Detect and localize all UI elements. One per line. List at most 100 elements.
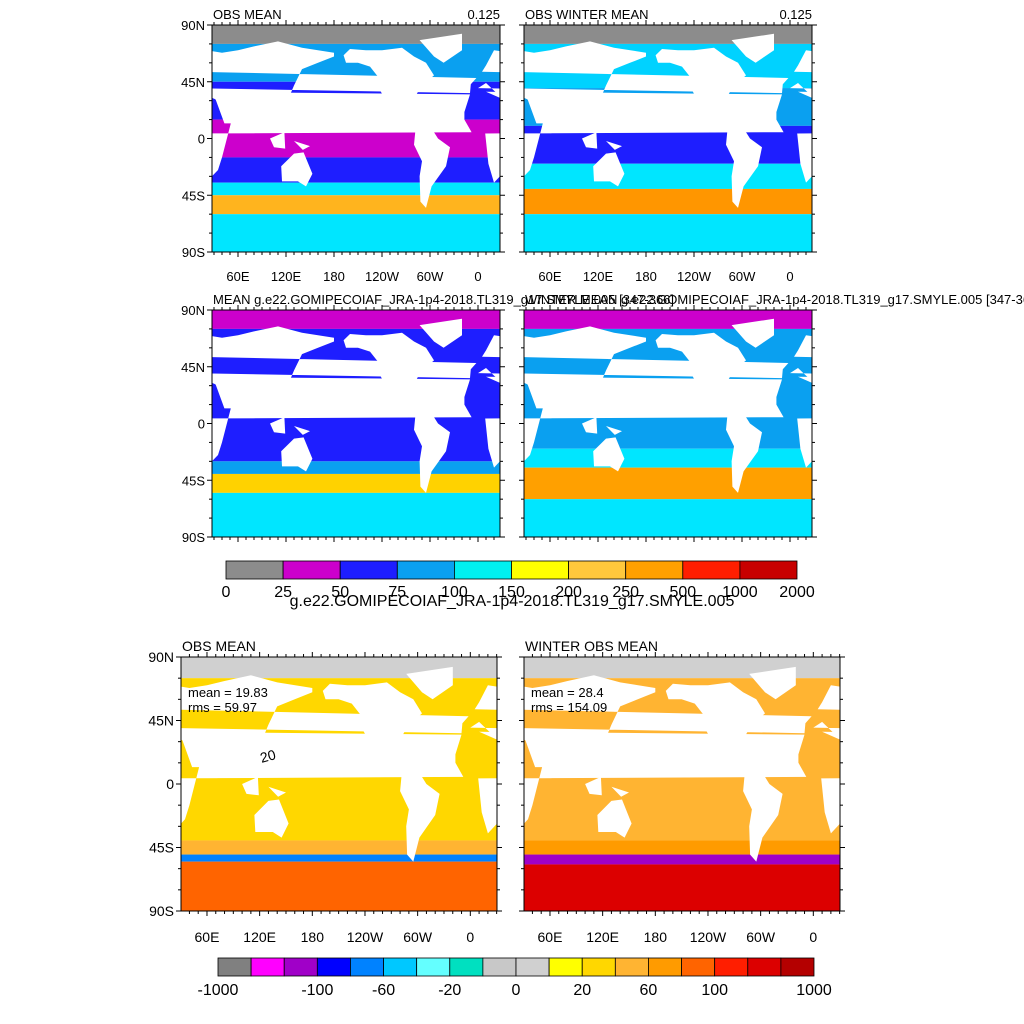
colorbar-box xyxy=(548,957,583,977)
field-band xyxy=(212,182,500,196)
colorbar-box xyxy=(614,957,649,977)
land xyxy=(790,335,812,382)
land xyxy=(343,47,434,129)
land xyxy=(414,125,450,208)
land xyxy=(270,417,286,434)
land xyxy=(478,50,500,97)
colorbar-box xyxy=(449,957,484,977)
colorbar-label: -1000 xyxy=(198,982,239,999)
land xyxy=(470,685,497,739)
lon-label: 60W xyxy=(403,929,433,945)
lon-label: 0 xyxy=(809,929,817,945)
colorbar-label: 150 xyxy=(498,584,525,601)
land xyxy=(132,319,174,348)
colorbar-label: 1000 xyxy=(796,982,832,999)
land xyxy=(1014,411,1024,493)
land xyxy=(212,91,472,177)
lat-label: 90N xyxy=(181,18,205,33)
field-band xyxy=(212,214,500,252)
land xyxy=(281,152,313,187)
lat-label: 90N xyxy=(181,303,205,318)
land xyxy=(731,33,774,63)
colorbar-label: 50 xyxy=(331,584,349,601)
land xyxy=(982,682,1024,772)
land xyxy=(593,437,625,472)
colorbar-label: 20 xyxy=(573,982,591,999)
land xyxy=(726,125,762,208)
lat-label: 0 xyxy=(198,417,205,432)
field-band xyxy=(524,840,840,855)
lat-label: 45S xyxy=(149,840,174,856)
land xyxy=(343,332,434,414)
land xyxy=(0,437,24,471)
land xyxy=(606,141,622,150)
land xyxy=(414,410,450,493)
colorbar-box xyxy=(581,957,616,977)
panel-title: OBS WINTER MEAN xyxy=(525,7,649,22)
land xyxy=(400,769,440,862)
land xyxy=(478,335,500,382)
lon-label: 120E xyxy=(586,929,619,945)
land xyxy=(881,437,912,471)
field-band xyxy=(212,492,500,537)
lon-label: 60W xyxy=(417,269,444,284)
land xyxy=(585,776,602,796)
field-band xyxy=(181,861,497,911)
land xyxy=(881,152,912,186)
land xyxy=(56,333,146,414)
land xyxy=(294,141,310,150)
land xyxy=(6,141,22,150)
lon-label: 60E xyxy=(538,269,561,284)
land xyxy=(322,682,422,773)
land xyxy=(870,417,885,433)
land xyxy=(821,731,840,834)
panel-title: WINTER MEAN g.e22.GOMIPECOIAF_JRA-1p4-20… xyxy=(525,292,1024,307)
field-band xyxy=(212,473,500,493)
land xyxy=(406,666,453,700)
land xyxy=(6,426,22,435)
lon-label: 0 xyxy=(786,269,793,284)
field-band xyxy=(524,163,812,189)
land xyxy=(0,92,184,183)
lat-label: 0 xyxy=(198,132,205,147)
lat-label: 90N xyxy=(148,649,174,665)
field-band xyxy=(212,195,500,215)
map-panel xyxy=(524,25,912,252)
land xyxy=(126,411,162,493)
land xyxy=(268,786,286,797)
lon-label: 0 xyxy=(466,929,474,945)
colorbar-box xyxy=(453,560,512,580)
land xyxy=(242,776,259,796)
panel-value: 0.125 xyxy=(467,7,500,22)
field-band xyxy=(181,854,497,862)
colorbar-box xyxy=(681,957,716,977)
land xyxy=(731,318,774,348)
colorbar-box xyxy=(682,560,741,580)
lon-label: 120W xyxy=(677,269,712,284)
colorbar-box xyxy=(350,957,384,977)
colorbar-label: -100 xyxy=(301,982,333,999)
land xyxy=(0,675,153,772)
colorbar-box xyxy=(250,957,285,977)
colorbar-box xyxy=(217,957,252,977)
field-band xyxy=(212,461,500,474)
field-band xyxy=(524,864,840,911)
panel-title: WINTER OBS MEAN xyxy=(525,638,658,654)
field-band xyxy=(524,854,840,865)
colorbar-box xyxy=(225,560,284,580)
land xyxy=(270,132,286,149)
land xyxy=(281,437,313,472)
land xyxy=(478,731,497,834)
panel-title: MEAN g.e22.GOMIPECOIAF_JRA-1p4-2018.TL31… xyxy=(213,292,674,307)
colorbar-label: 2000 xyxy=(779,584,815,601)
land xyxy=(7,682,106,772)
lon-label: 120E xyxy=(271,269,302,284)
panel-title: OBS MEAN xyxy=(182,638,256,654)
colorbar-label: -60 xyxy=(372,982,395,999)
colorbar-label: 100 xyxy=(701,982,728,999)
colorbar-box xyxy=(515,957,550,977)
colorbar-box xyxy=(383,957,418,977)
land xyxy=(790,50,812,97)
colorbar-box xyxy=(747,957,782,977)
